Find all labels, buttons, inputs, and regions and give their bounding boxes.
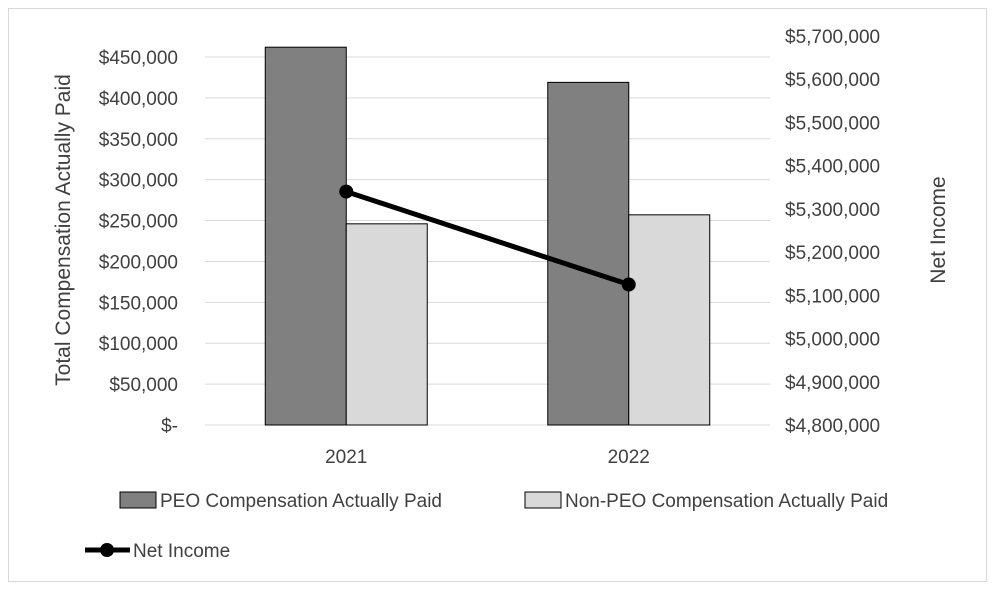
y2-tick-label: $5,200,000	[785, 243, 880, 264]
bar	[264, 46, 347, 426]
legend-marker	[100, 543, 114, 557]
legend-swatch	[524, 491, 562, 509]
y2-tick-label: $5,000,000	[785, 330, 880, 351]
legend-swatch	[119, 491, 157, 509]
bar	[547, 81, 630, 426]
chart-frame	[8, 8, 987, 582]
y2-tick-label: $4,800,000	[785, 416, 880, 437]
line-point	[339, 184, 354, 199]
y-tick-label: $450,000	[99, 48, 178, 69]
line-point	[621, 277, 636, 292]
y2-tick-label: $5,700,000	[785, 27, 880, 48]
x-axis-ticks: 2021 2022	[325, 447, 650, 468]
y2-tick-label: $4,900,000	[785, 373, 880, 394]
y-tick-label: $300,000	[99, 171, 178, 192]
left-axis-ticks: $- $50,000 $100,000 $150,000 $200,000 $250,00…	[99, 48, 178, 437]
y-axis-title: Total Compensation Actually Paid	[52, 74, 75, 386]
bars	[264, 46, 711, 426]
legend: PEO Compensation Actually Paid Non-PEO Co…	[85, 491, 888, 562]
y-tick-label: $200,000	[99, 252, 178, 273]
y-tick-label: $150,000	[99, 293, 178, 314]
right-axis-ticks: $4,800,000 $4,900,000 $5,000,000 $5,100,000…	[785, 27, 880, 437]
x-tick-label: 2021	[325, 447, 367, 468]
net-income-line	[339, 184, 636, 292]
y-tick-label: $350,000	[99, 130, 178, 151]
y2-tick-label: $5,500,000	[785, 113, 880, 134]
y2-tick-label: $5,100,000	[785, 286, 880, 307]
y2-tick-label: $5,300,000	[785, 200, 880, 221]
y2-tick-label: $5,600,000	[785, 70, 880, 91]
y2-tick-label: $5,400,000	[785, 157, 880, 178]
x-tick-label: 2022	[608, 447, 650, 468]
legend-label: PEO Compensation Actually Paid	[160, 491, 442, 512]
y-tick-label: $-	[161, 416, 178, 437]
y-tick-label: $250,000	[99, 212, 178, 233]
y-tick-label: $100,000	[99, 334, 178, 355]
legend-label: Non-PEO Compensation Actually Paid	[565, 491, 888, 512]
legend-label: Net Income	[133, 541, 230, 562]
bar	[345, 223, 428, 426]
y-tick-label: $400,000	[99, 89, 178, 110]
bar	[628, 214, 711, 426]
y-tick-label: $50,000	[109, 375, 178, 396]
line-path	[345, 189, 630, 287]
y2-axis-title: Net Income	[927, 176, 950, 283]
